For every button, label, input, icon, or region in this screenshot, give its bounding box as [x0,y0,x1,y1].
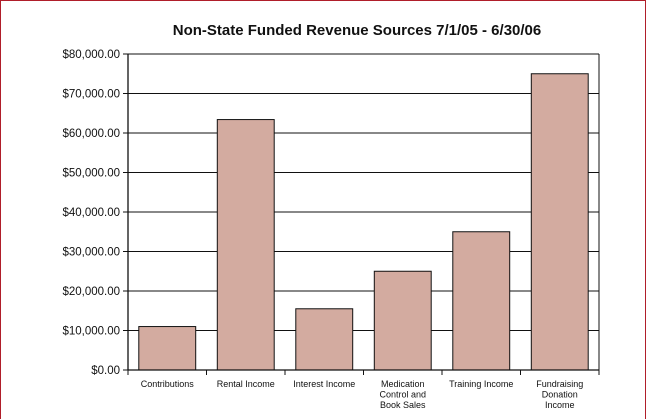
y-tick-label: $0.00 [91,365,120,377]
y-tick-label: $30,000.00 [62,247,120,259]
x-tick-label: Contributions [141,379,195,389]
x-tick-label: Book Sales [380,400,426,410]
chart-title: Non-State Funded Revenue Sources 7/1/05 … [173,22,541,39]
y-tick-label: $80,000.00 [62,49,120,61]
bar [530,73,589,371]
y-tick-label: $40,000.00 [62,207,120,219]
x-tick-label: Donation [542,390,578,400]
y-tick-label: $20,000.00 [62,286,120,298]
x-tick-label: Training Income [449,379,513,389]
bar [295,308,354,371]
x-tick-label: Rental Income [217,379,275,389]
x-tick-label: Control and [379,390,426,400]
x-axis-tick-labels: Contributions Rental Income Interest Incom… [141,379,584,410]
gridlines [128,53,599,331]
x-tick-label: Income [545,400,575,410]
x-tick-label: Interest Income [293,379,355,389]
x-tick-label: Medication [381,379,425,389]
bar [138,326,197,371]
axes [123,53,600,375]
y-tick-label: $50,000.00 [62,168,120,180]
bars [138,73,589,371]
y-tick-label: $10,000.00 [62,326,120,338]
bar [452,231,511,371]
y-tick-label: $60,000.00 [62,128,120,140]
bar [373,270,432,371]
x-tick-label: Fundraising [536,379,583,389]
y-tick-label: $70,000.00 [62,89,120,101]
bar [216,119,275,371]
y-axis-tick-labels: $0.00 $10,000.00 $20,000.00 $30,000.00 $40,0… [62,49,120,377]
